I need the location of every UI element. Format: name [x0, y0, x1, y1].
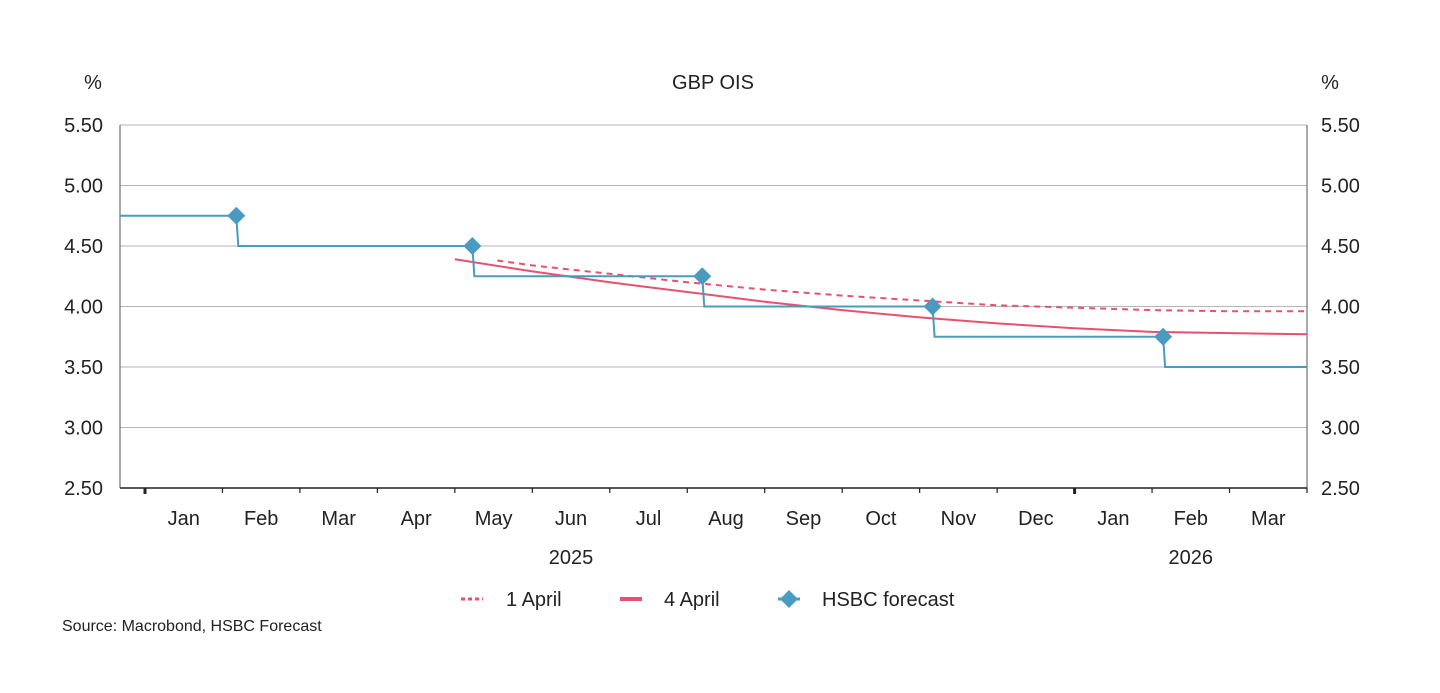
- y-tick-label-left: 5.50: [64, 115, 103, 137]
- x-month-label: Sep: [786, 508, 822, 530]
- chart-title: GBP OIS: [672, 72, 754, 94]
- series-line-hsbc-forecast: [120, 214, 1307, 368]
- x-month-label: Feb: [1174, 508, 1208, 530]
- y-tick-label-right: 2.50: [1321, 478, 1360, 500]
- y-tick-label-right: 4.50: [1321, 236, 1360, 258]
- series-line-4-april: [454, 258, 1308, 336]
- hsbc-forecast-point: [463, 237, 482, 255]
- hsbc-forecast-point: [227, 206, 246, 225]
- x-month-label: Nov: [941, 508, 977, 530]
- x-month-label: Aug: [708, 508, 744, 530]
- x-month-label: May: [475, 508, 513, 530]
- series-line-1-april: [497, 259, 1307, 313]
- y-tick-label-right: 3.50: [1321, 357, 1360, 379]
- y-tick-label-right: 3.00: [1321, 418, 1360, 440]
- legend-swatch-hsbc-diamond: [780, 590, 798, 608]
- x-month-label: Apr: [401, 508, 432, 530]
- legend: 1 April 4 April HSBC forecast: [461, 589, 955, 611]
- x-month-label: Mar: [321, 508, 356, 530]
- hsbc-forecast-point: [693, 267, 712, 286]
- y-tick-label-left: 4.00: [64, 297, 103, 319]
- x-month-label: Jan: [1097, 508, 1129, 530]
- y-tick-label-left: 2.50: [64, 478, 103, 500]
- legend-label-4-april: 4 April: [664, 589, 720, 611]
- y-tick-label-right: 5.50: [1321, 115, 1360, 137]
- x-month-label: Dec: [1018, 508, 1054, 530]
- legend-label-hsbc-forecast: HSBC forecast: [822, 589, 955, 611]
- hsbc-forecast-point: [923, 297, 942, 316]
- x-month-label: Jun: [555, 508, 587, 530]
- y-tick-label-left: 5.00: [64, 176, 103, 198]
- x-month-label: Oct: [865, 508, 897, 530]
- source-note: Source: Macrobond, HSBC Forecast: [62, 618, 322, 635]
- x-month-label: Jul: [636, 508, 662, 530]
- x-month-label: Jan: [168, 508, 200, 530]
- legend-label-1-april: 1 April: [506, 589, 562, 611]
- x-year-label: 2026: [1169, 547, 1214, 569]
- y-tick-label-left: 3.50: [64, 357, 103, 379]
- y-axis-unit-right: %: [1321, 72, 1339, 94]
- x-month-label: Feb: [244, 508, 278, 530]
- x-month-label: Mar: [1251, 508, 1286, 530]
- y-axis-unit-left: %: [84, 72, 102, 94]
- y-tick-label-left: 4.50: [64, 236, 103, 258]
- y-tick-label-left: 3.00: [64, 418, 103, 440]
- x-year-label: 2025: [549, 547, 594, 569]
- hsbc-forecast-point: [1154, 327, 1173, 346]
- y-tick-label-right: 4.00: [1321, 297, 1360, 319]
- y-tick-label-right: 5.00: [1321, 176, 1360, 198]
